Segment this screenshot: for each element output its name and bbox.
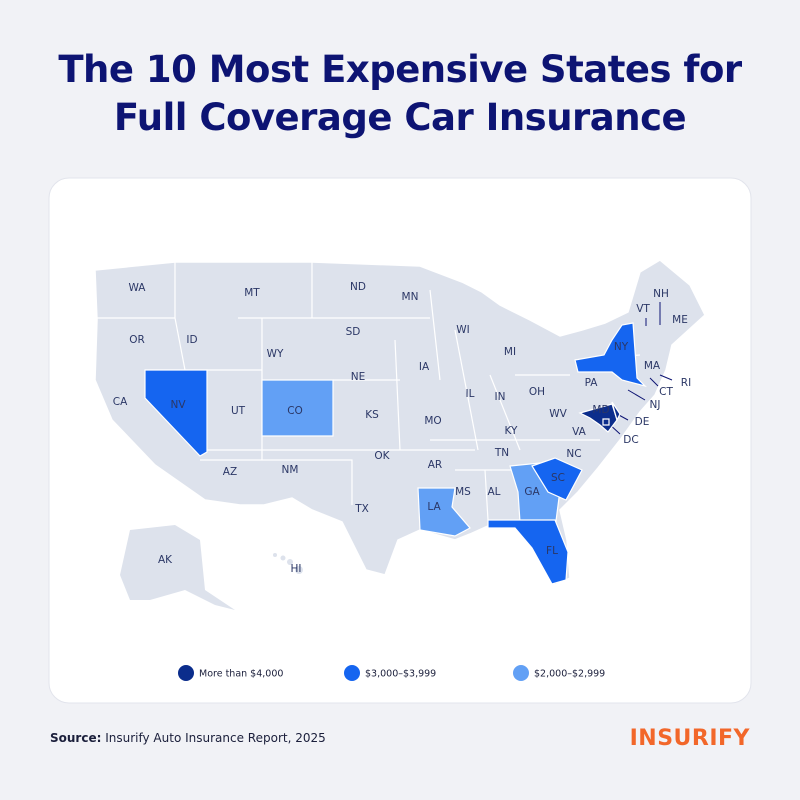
state-label: WV — [549, 408, 567, 420]
state-shape — [417, 487, 471, 537]
legend-label: More than $4,000 — [199, 669, 283, 680]
source: Source: Insurify Auto Insurance Report, … — [50, 731, 326, 745]
legend-label: $2,000–$2,999 — [534, 669, 605, 680]
state-shape — [602, 418, 610, 426]
state-shape — [611, 401, 621, 422]
source-label: Source: — [50, 731, 102, 745]
legend-swatch — [344, 665, 360, 681]
state-label: MA — [644, 360, 661, 372]
state-label: SD — [346, 326, 361, 338]
state-label: MT — [244, 287, 260, 299]
state-label: NM — [282, 464, 299, 476]
logo: INSURIFY — [629, 726, 750, 751]
state-label: WY — [267, 348, 284, 360]
state-label: NJ — [650, 399, 661, 411]
state-label: IN — [495, 391, 506, 403]
state-label: VA — [572, 426, 587, 438]
state-label: AK — [158, 554, 173, 566]
state-label: DE — [635, 416, 650, 428]
state-shape — [531, 457, 583, 501]
state-label: ND — [350, 281, 366, 293]
state-label: PA — [585, 377, 599, 389]
state-label: TN — [494, 447, 509, 459]
legend-label: $3,000–$3,999 — [365, 669, 436, 680]
state-label: OH — [529, 386, 545, 398]
state-shape — [574, 322, 647, 388]
leader-lines — [606, 302, 673, 435]
state-label: UT — [231, 405, 246, 417]
state-label: DC — [623, 434, 638, 446]
state-label: MS — [455, 486, 471, 498]
state-label: MN — [402, 291, 419, 303]
state-label: HI — [291, 563, 302, 575]
state-label: FL — [546, 545, 558, 557]
state-label: GA — [524, 486, 540, 498]
title: The 10 Most Expensive States for Full Co… — [58, 48, 742, 139]
state-label: NE — [351, 371, 366, 383]
state-label: ID — [186, 334, 197, 346]
state-label: NH — [653, 288, 669, 300]
state-label: TX — [354, 503, 369, 515]
state-label: CA — [113, 396, 128, 408]
state-label: CT — [659, 386, 673, 398]
state-label: MO — [424, 415, 441, 427]
state-label: AL — [487, 486, 500, 498]
state-label: MI — [504, 346, 516, 358]
state-label: CO — [287, 405, 303, 417]
state-label: VT — [636, 303, 650, 315]
hawaii — [273, 553, 303, 574]
state-label: OK — [374, 450, 390, 462]
state-label: KY — [505, 425, 519, 437]
source-text: Insurify Auto Insurance Report, 2025 — [105, 731, 326, 745]
state-shape — [487, 519, 569, 585]
legend-swatch — [513, 665, 529, 681]
state-label: ME — [672, 314, 688, 326]
state-label: NY — [614, 341, 629, 353]
state-label: SC — [551, 472, 565, 484]
state-label: NC — [566, 448, 581, 460]
legend-swatch — [178, 665, 194, 681]
state-label: OR — [129, 334, 145, 346]
state-label: IA — [419, 361, 430, 373]
state-label: AR — [428, 459, 442, 471]
state-label: WA — [129, 282, 147, 294]
state-label: NV — [170, 399, 186, 411]
state-label: IL — [466, 388, 475, 400]
state-label: WI — [456, 324, 469, 336]
state-label: KS — [365, 409, 379, 421]
state-shape — [261, 379, 334, 437]
state-label: LA — [427, 501, 441, 513]
state-shape — [144, 369, 208, 457]
state-label: MD — [592, 404, 609, 416]
alaska — [120, 525, 235, 610]
state-label: AZ — [223, 466, 237, 478]
state-label: RI — [681, 377, 691, 389]
